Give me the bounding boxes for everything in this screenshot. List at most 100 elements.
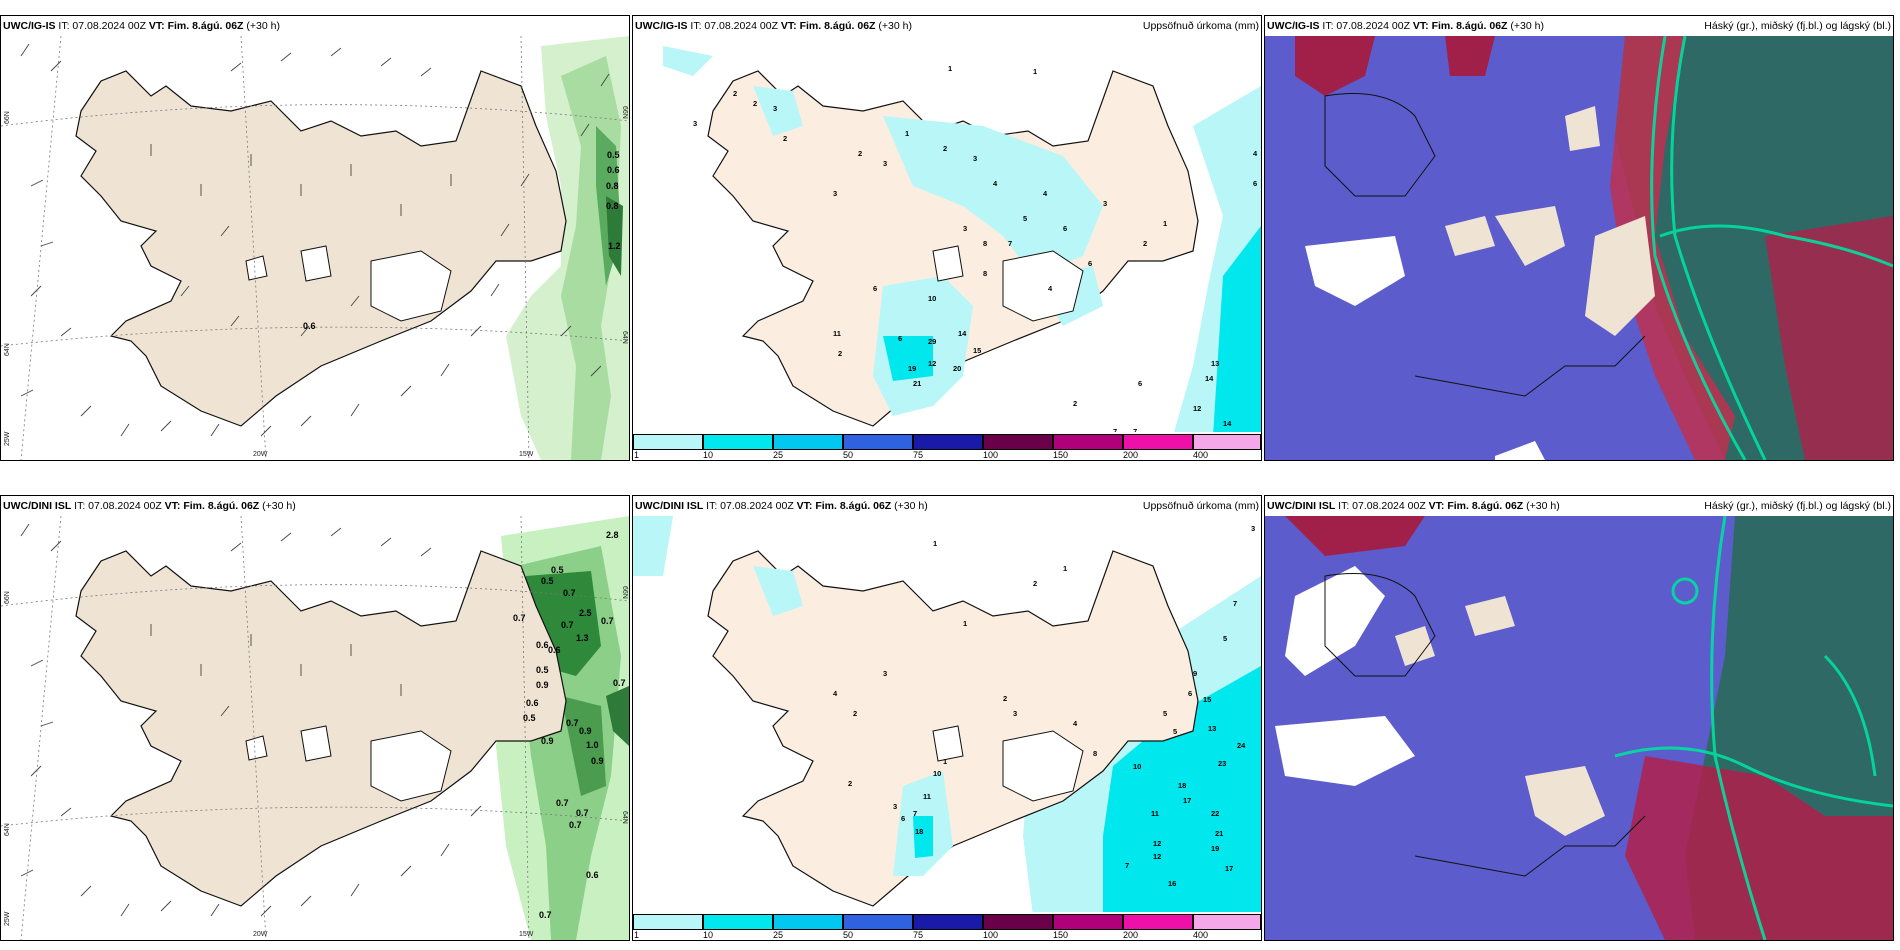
model-name: UWC/DINI ISL (1267, 500, 1336, 512)
precip-value: 21 (1215, 829, 1223, 838)
colorbar-label: 200 (1123, 450, 1139, 460)
colorbar-segment (703, 914, 773, 930)
lat-label: 66N (621, 106, 628, 119)
model-name: UWC/DINI ISL (635, 500, 704, 512)
wind-value: 1.0 (586, 740, 599, 750)
colorbar-segment (1123, 434, 1193, 450)
product-title: Háský (gr.), miðský (fj.bl.) og lágský (… (1704, 20, 1891, 32)
wind-value: 0.6 (548, 645, 561, 655)
wind-map: 2.8 0.5 0.5 0.7 0.7 2.5 0.7 0.7 1.3 0.6 … (1, 516, 629, 940)
lon-label: 15W (519, 451, 534, 458)
colorbar-segment (843, 914, 913, 930)
precip-value: 1 (1033, 67, 1037, 76)
precip-value: 14 (958, 329, 967, 338)
model-name: UWC/DINI ISL (3, 500, 72, 512)
colorbar-label: 25 (773, 450, 784, 460)
colorbar-segment (983, 914, 1053, 930)
colorbar-label: 100 (983, 450, 999, 460)
wind-value: 1.3 (576, 633, 589, 643)
colorbar-label: 200 (1123, 930, 1139, 940)
precip-value: 2 (848, 779, 852, 788)
precip-value: 6 (901, 814, 905, 823)
valid-time: Fim. 8.ágú. 06Z (799, 20, 876, 32)
precip-value: 2 (733, 89, 737, 98)
wind-value: 0.9 (579, 726, 592, 736)
precip-value: 6 (873, 284, 877, 293)
panel-ig-clouds: UWC/IG-IS IT: 07.08.2024 00Z VT: Fim. 8.… (1264, 15, 1894, 461)
precip-value: 4 (1253, 149, 1258, 158)
precip-value: 2 (1003, 694, 1007, 703)
wind-value: 0.8 (606, 181, 619, 191)
precip-value: 5 (1163, 709, 1167, 718)
colorbar-label: 400 (1193, 930, 1209, 940)
precip-value: 12 (1153, 852, 1161, 861)
panel-ig-wind: UWC/IG-IS IT: 07.08.2024 00Z VT: Fim. 8.… (0, 15, 630, 461)
colorbar-segment (773, 434, 843, 450)
wind-value: 0.6 (303, 321, 316, 331)
precip-value: 17 (1225, 864, 1233, 873)
precip-value: 2 (838, 349, 842, 358)
precip-value: 18 (1178, 781, 1186, 790)
precip-value: 2 (1073, 399, 1077, 408)
precip-value: 2 (1033, 579, 1037, 588)
panel-dini-precip: UWC/DINI ISL IT: 07.08.2024 00Z VT: Fim.… (632, 495, 1262, 941)
wind-value: 2.5 (579, 608, 592, 618)
precip-value: 6 (1188, 689, 1192, 698)
precip-value: 7 (1008, 239, 1012, 248)
precip-value: 3 (833, 189, 837, 198)
precip-value: 7 (1133, 427, 1137, 436)
lead-time: (+30 h) (1526, 500, 1560, 512)
valid-label: VT: (1428, 500, 1445, 512)
precip-value: 5 (1173, 727, 1177, 736)
precip-colorbar: 1 10 25 50 75 100 150 200 400 (633, 432, 1261, 460)
wind-value: 0.7 (601, 616, 614, 626)
precip-value: 19 (908, 364, 916, 373)
precip-value: 20 (953, 364, 961, 373)
precip-value: 3 (1251, 524, 1255, 533)
precip-value: 12 (928, 359, 936, 368)
panel-header: UWC/IG-IS IT: 07.08.2024 00Z VT: Fim. 8.… (1265, 16, 1893, 36)
precip-value: 14 (1205, 374, 1214, 383)
lon-label: 25W (4, 431, 11, 446)
precip-value: 5 (1223, 634, 1227, 643)
cloud-map (1265, 36, 1893, 460)
precip-value: 1 (1163, 219, 1167, 228)
wind-value: 0.7 (561, 620, 574, 630)
wind-value: 0.7 (539, 910, 552, 920)
precip-value: 6 (1088, 259, 1092, 268)
lead-time: (+30 h) (894, 500, 928, 512)
precip-value: 18 (915, 827, 923, 836)
colorbar-label: 10 (703, 450, 714, 460)
precip-value: 3 (773, 104, 777, 113)
colorbar-segment (633, 434, 703, 450)
colorbar-segment (1053, 434, 1123, 450)
panel-dini-wind: UWC/DINI ISL IT: 07.08.2024 00Z VT: Fim.… (0, 495, 630, 941)
lead-time: (+30 h) (1510, 20, 1544, 32)
wind-value: 0.7 (576, 808, 589, 818)
lat-label: 64N (4, 823, 11, 836)
valid-time: Fim. 8.ágú. 06Z (1431, 20, 1508, 32)
panel-ig-precip: UWC/IG-IS IT: 07.08.2024 00Z VT: Fim. 8.… (632, 15, 1262, 461)
colorbar-segment (773, 914, 843, 930)
model-name: UWC/IG-IS (1267, 20, 1320, 32)
panel-header: UWC/DINI ISL IT: 07.08.2024 00Z VT: Fim.… (1265, 496, 1893, 516)
precip-value: 3 (893, 802, 897, 811)
precip-value: 11 (833, 329, 841, 338)
precip-value: 6 (898, 334, 902, 343)
precip-value: 4 (1043, 189, 1048, 198)
colorbar-label: 25 (773, 930, 784, 940)
precip-value: 7 (913, 809, 917, 818)
colorbar-label: 75 (913, 450, 924, 460)
precip-value: 24 (1237, 741, 1246, 750)
wind-value: 0.8 (606, 201, 619, 211)
colorbar-segment (1123, 914, 1193, 930)
precip-value: 15 (973, 346, 981, 355)
colorbar-segment (1193, 434, 1261, 450)
colorbar-segment (913, 914, 983, 930)
precip-value: 11 (1151, 809, 1159, 818)
precip-colorbar: 1 10 25 50 75 100 150 200 400 (633, 912, 1261, 940)
precip-value: 8 (1093, 749, 1097, 758)
precip-value: 10 (1133, 762, 1141, 771)
precip-value: 3 (693, 119, 697, 128)
wind-value: 1.2 (608, 241, 621, 251)
